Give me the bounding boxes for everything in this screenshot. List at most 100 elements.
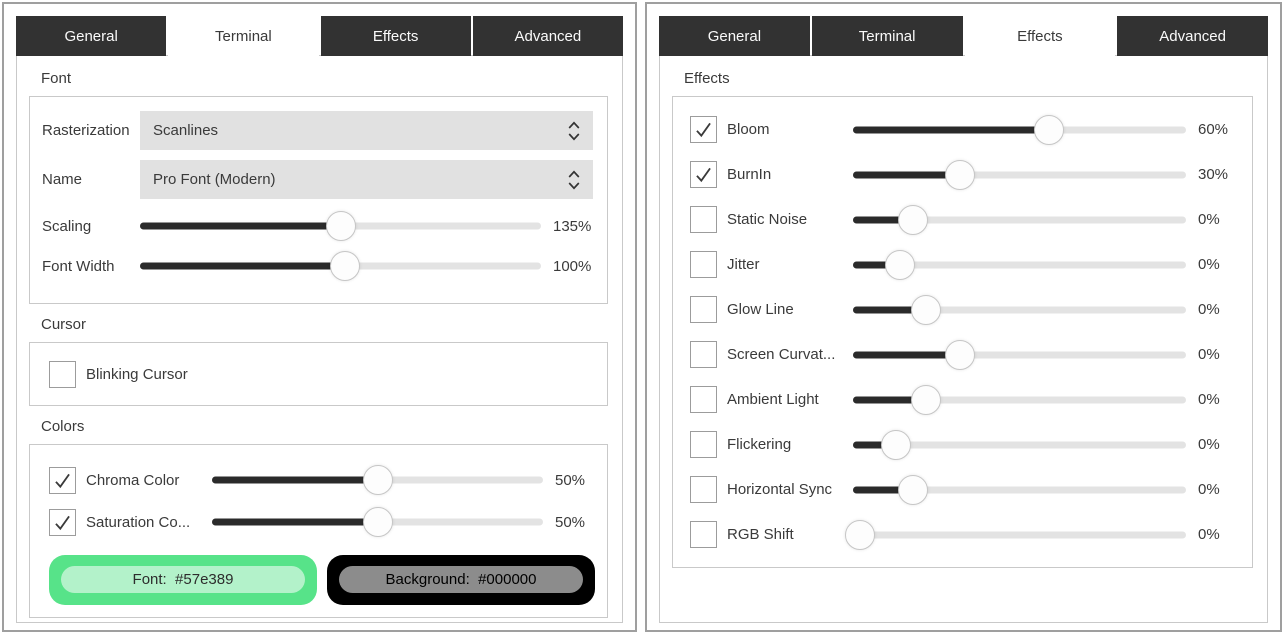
colors-groupbox: Chroma Color 50% Saturation Co... 50% Font:… [29,444,608,618]
slider-fill [853,171,960,178]
slider-fill [853,396,927,403]
jitter-value: 0% [1198,256,1220,273]
slider-handle[interactable] [897,474,928,505]
background-color-button-inner: Background: #000000 [339,566,583,593]
slider-handle[interactable] [362,507,393,537]
horizontal-sync-slider[interactable] [853,474,1186,505]
tab-bar: General Terminal Effects Advanced [16,16,623,56]
jitter-slider[interactable] [853,249,1186,280]
rasterization-label: Rasterization [42,122,130,139]
color-buttons-row: Font: #57e389 Background: #000000 [49,555,595,605]
jitter-row: Jitter 0% [690,242,1238,287]
rgb-shift-checkbox[interactable] [690,521,717,548]
slider-track [853,171,1186,178]
static-noise-slider[interactable] [853,204,1186,235]
tab-bar: General Terminal Effects Advanced [659,16,1268,56]
slider-track [853,216,1186,223]
jitter-checkbox[interactable] [690,251,717,278]
static-noise-value: 0% [1198,211,1220,228]
slider-track [853,261,1186,268]
saturation-co-label: Saturation Co... [86,513,191,531]
rgb-shift-slider[interactable] [844,519,1186,550]
background-color-button[interactable]: Background: #000000 [327,555,595,605]
ambient-light-checkbox[interactable] [690,386,717,413]
slider-handle[interactable] [362,465,393,495]
scaling-value: 135% [553,217,592,235]
blinking-cursor-checkbox[interactable] [49,360,76,388]
tab-terminal[interactable]: Terminal [811,16,963,56]
slider-handle[interactable] [881,429,912,460]
ambient-light-slider[interactable] [853,384,1186,415]
font-color-button[interactable]: Font: #57e389 [49,555,317,605]
tab-advanced[interactable]: Advanced [1117,16,1268,56]
effects-settings-window: General Terminal Effects Advanced Effects B… [645,2,1282,632]
slider-handle[interactable] [329,251,360,281]
tab-effects[interactable]: Effects [964,16,1116,56]
tab-terminal[interactable]: Terminal [168,16,319,56]
tab-advanced[interactable]: Advanced [472,16,623,56]
font-name-row: Name Pro Font (Modern) [42,160,593,199]
rasterization-dropdown[interactable]: Scanlines [140,111,593,150]
bloom-row: Bloom 60% [690,107,1238,152]
slider-track [853,306,1186,313]
font-width-label: Font Width [42,257,115,275]
slider-fill [140,262,345,270]
chroma-color-slider[interactable] [212,465,543,496]
checkmark-icon [55,515,70,530]
slider-handle[interactable] [897,204,928,235]
scaling-label: Scaling [42,217,92,235]
slider-fill [853,261,900,268]
slider-handle[interactable] [844,519,875,550]
tab-effects[interactable]: Effects [320,16,471,56]
saturation-co-slider[interactable] [212,507,543,538]
static-noise-row: Static Noise 0% [690,197,1238,242]
static-noise-label: Static Noise [727,211,808,228]
tab-general[interactable]: General [659,16,810,56]
font-name-label: Name [42,171,83,188]
screen-curvat-slider[interactable] [853,339,1186,370]
rgb-shift-row: RGB Shift 0% [690,512,1238,557]
ambient-light-label: Ambient Light [727,391,819,408]
tab-general[interactable]: General [16,16,167,56]
burnin-checkbox[interactable] [690,161,717,188]
slider-handle[interactable] [911,384,942,415]
slider-fill [853,486,913,493]
flickering-checkbox[interactable] [690,431,717,458]
slider-fill [853,351,960,358]
burnin-label: BurnIn [727,166,772,183]
glow-line-slider[interactable] [853,294,1186,325]
font-color-button-inner: Font: #57e389 [61,566,305,593]
flickering-slider[interactable] [853,429,1186,460]
slider-handle[interactable] [944,339,975,370]
screen-curvat-checkbox[interactable] [690,341,717,368]
background-color-button-label: Background: #000000 [385,571,537,588]
font-section-title: Font [41,70,72,87]
scaling-slider[interactable] [140,211,541,242]
checkmark-icon [696,167,711,183]
slider-handle[interactable] [325,211,356,241]
bloom-value: 60% [1198,121,1229,138]
slider-handle[interactable] [911,294,942,325]
horizontal-sync-checkbox[interactable] [690,476,717,503]
flickering-label: Flickering [727,436,792,453]
font-width-slider[interactable] [140,251,541,282]
font-name-dropdown[interactable]: Pro Font (Modern) [140,160,593,199]
slider-handle[interactable] [884,249,915,280]
blinking-cursor-row: Blinking Cursor [49,359,593,389]
glow-line-checkbox[interactable] [690,296,717,323]
slider-handle[interactable] [1034,114,1065,145]
font-width-value: 100% [553,257,592,275]
flickering-row: Flickering 0% [690,422,1238,467]
font-width-row: Font Width 100% [42,249,593,283]
glow-line-value: 0% [1198,301,1220,318]
chroma-color-checkbox[interactable] [49,466,76,494]
chroma-color-label: Chroma Color [86,471,180,489]
jitter-label: Jitter [727,256,760,273]
bloom-checkbox[interactable] [690,116,717,143]
slider-handle[interactable] [944,159,975,190]
bloom-slider[interactable] [853,114,1186,145]
static-noise-checkbox[interactable] [690,206,717,233]
saturation-co-checkbox[interactable] [49,508,76,536]
burnin-slider[interactable] [853,159,1186,190]
cursor-section-title: Cursor [41,316,87,333]
